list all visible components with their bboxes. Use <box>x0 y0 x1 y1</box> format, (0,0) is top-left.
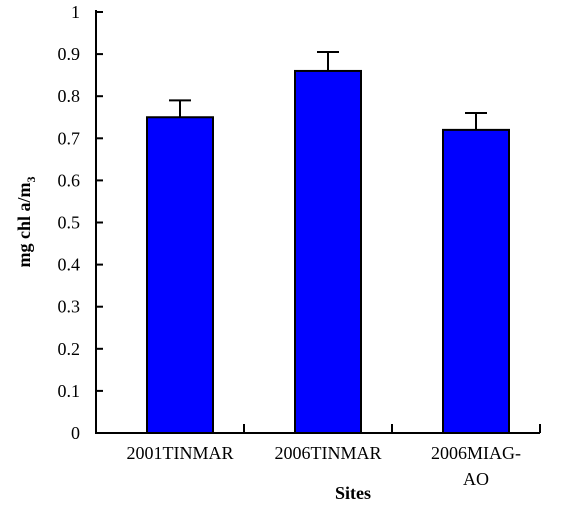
y-tick-label: 0.3 <box>58 297 81 317</box>
x-axis-category-labels: 2001TINMAR 2006TINMAR 2006MIAG- AO <box>127 443 522 489</box>
x-axis-title: Sites <box>335 483 371 503</box>
y-tick-label: 0.7 <box>58 128 81 148</box>
bar-2006tinmar <box>294 69 362 434</box>
x-category-label-line: 2001TINMAR <box>127 443 234 463</box>
y-axis-title-subscript: 3 <box>24 177 38 183</box>
bars-group <box>146 69 510 434</box>
y-tick-label: 0.4 <box>58 255 81 275</box>
y-tick-label: 0.9 <box>58 44 81 64</box>
x-category-label-line: 2006MIAG- <box>431 443 521 463</box>
x-category-label: 2006TINMAR <box>275 443 382 463</box>
error-bars-group <box>169 50 487 130</box>
x-category-label-line: 2006TINMAR <box>275 443 382 463</box>
y-axis-ticks: 0 0.1 0.2 0.3 0.4 0.5 0.6 0.7 0.8 0.9 1 <box>58 2 103 443</box>
y-tick-label: 1 <box>71 2 80 22</box>
y-tick-label: 0.8 <box>58 86 81 106</box>
bar-2001tinmar <box>146 116 214 434</box>
x-category-label: 2006MIAG- AO <box>431 443 521 489</box>
y-tick-label: 0.1 <box>58 381 81 401</box>
y-axis-title-main: mg chl a/m <box>14 183 34 268</box>
y-axis-title: mg chl a/m3 <box>14 177 38 268</box>
x-axis-ticks <box>243 424 541 433</box>
bar-2006miag-ao <box>442 128 510 434</box>
y-tick-label: 0.5 <box>58 213 81 233</box>
x-category-label-line: AO <box>463 469 489 489</box>
x-category-label: 2001TINMAR <box>127 443 234 463</box>
y-tick-label: 0.2 <box>58 339 81 359</box>
y-tick-label: 0.6 <box>58 170 81 190</box>
y-tick-label: 0 <box>71 423 80 443</box>
